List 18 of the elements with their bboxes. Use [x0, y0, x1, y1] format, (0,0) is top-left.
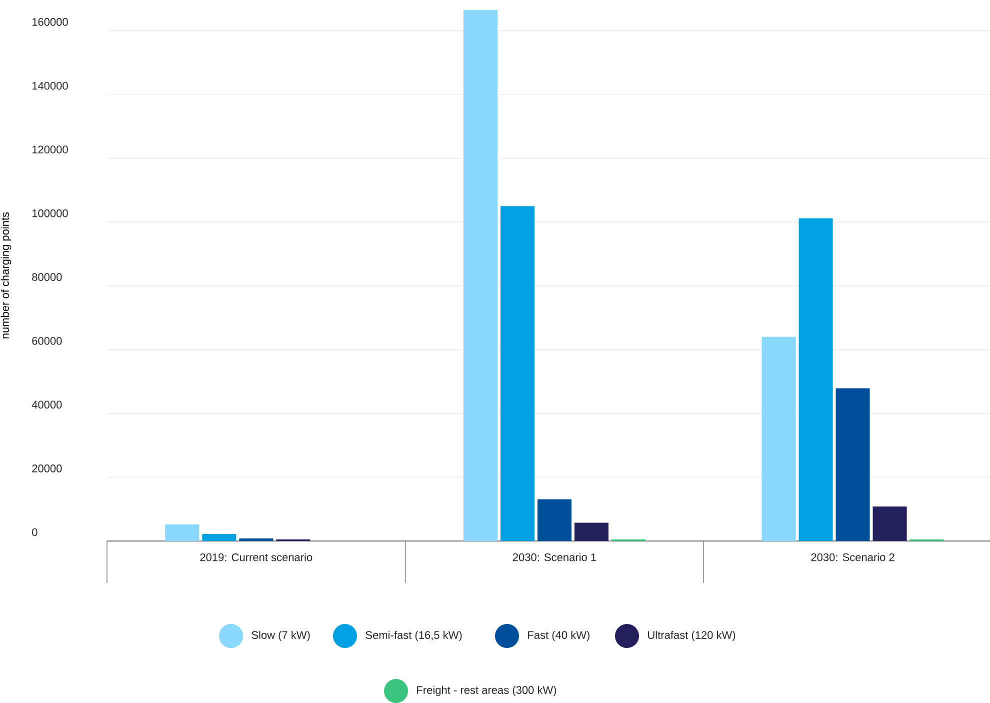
- y-tick-label: 40000: [32, 400, 62, 409]
- legend-label: Semi-fast (16,5 kW): [366, 630, 462, 642]
- y-tick-label: 120000: [32, 146, 68, 154]
- x-tick-label: 2019: Current scenario: [200, 553, 312, 562]
- legend-label: Ultrafast (120 kW): [648, 630, 736, 642]
- y-axis-title: number of charging points: [0, 212, 12, 338]
- y-tick-label: 80000: [32, 273, 62, 281]
- y-tick-label: 60000: [32, 336, 62, 345]
- legend-label: Slow (7 kW): [252, 630, 310, 642]
- y-tick-label: 0: [32, 528, 38, 536]
- legend-label: Fast (40 kW): [528, 630, 590, 642]
- x-tick-label: 2030: Scenario 1: [512, 553, 596, 562]
- y-tick-label: 100000: [32, 209, 68, 218]
- y-tick-label: 20000: [32, 464, 62, 472]
- x-tick-label: 2030: Scenario 2: [811, 553, 894, 562]
- legend-label: Freight - rest areas (300 kW): [417, 686, 556, 696]
- y-tick-label: 140000: [32, 82, 68, 90]
- y-tick-label: 160000: [32, 18, 68, 26]
